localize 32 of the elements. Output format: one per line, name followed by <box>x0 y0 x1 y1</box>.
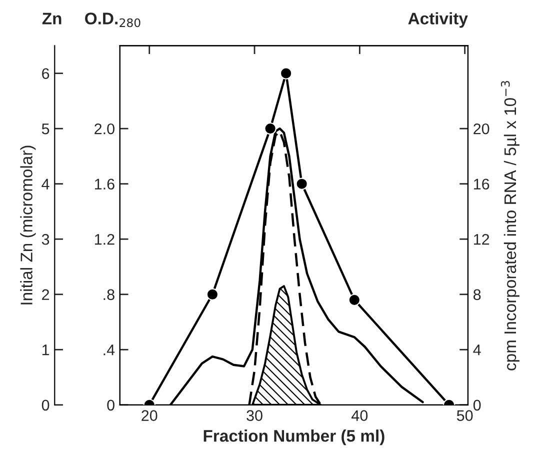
y2-tick-label: 4 <box>473 344 481 356</box>
y-tick-label: 2.0 <box>94 123 114 134</box>
x-tick-label: 30 <box>246 410 262 421</box>
y3-axis-title: Initial Zn (micromolar) <box>20 146 36 304</box>
y3-tick-label: 3 <box>42 234 50 245</box>
y-tick-label: 1.6 <box>94 178 114 190</box>
y-tick-label: 0 <box>107 400 114 411</box>
y3-tick-label: 1 <box>42 344 50 356</box>
y3-tick-label: 2 <box>42 289 50 300</box>
point <box>296 178 308 190</box>
y2-tick-label: 16 <box>474 178 490 190</box>
point <box>280 67 292 80</box>
y2-axis-title: cpm Incorporated into RNA / 5µl x 10$^{−3}$ <box>500 81 520 370</box>
y2-tick-label: 0 <box>473 400 481 411</box>
y-tick-label: 1.2 <box>94 234 114 245</box>
y3-tick-label: 4 <box>42 178 50 190</box>
y3-tick-label: 0 <box>42 400 50 411</box>
y3-tick-label: 6 <box>42 68 50 80</box>
y-axis-title: O.D.$_{280}$ <box>85 12 140 28</box>
text: Zn <box>42 12 62 24</box>
y-tick-label: .4 <box>104 344 115 356</box>
x-tick-label: 40 <box>352 410 368 421</box>
point <box>264 122 276 135</box>
y-tick-label: .8 <box>104 289 114 300</box>
y2-tick-label: 12 <box>474 234 490 245</box>
y2-tick-label: 20 <box>474 123 490 134</box>
x-axis-title: Fraction Number (5 ml) <box>204 430 384 446</box>
text: Activity <box>408 12 468 28</box>
y2-tick-label: 8 <box>474 289 481 300</box>
x-tick-label: 20 <box>142 410 158 421</box>
x-tick-label: 50 <box>456 410 473 421</box>
y3-tick-label: 5 <box>42 124 50 134</box>
